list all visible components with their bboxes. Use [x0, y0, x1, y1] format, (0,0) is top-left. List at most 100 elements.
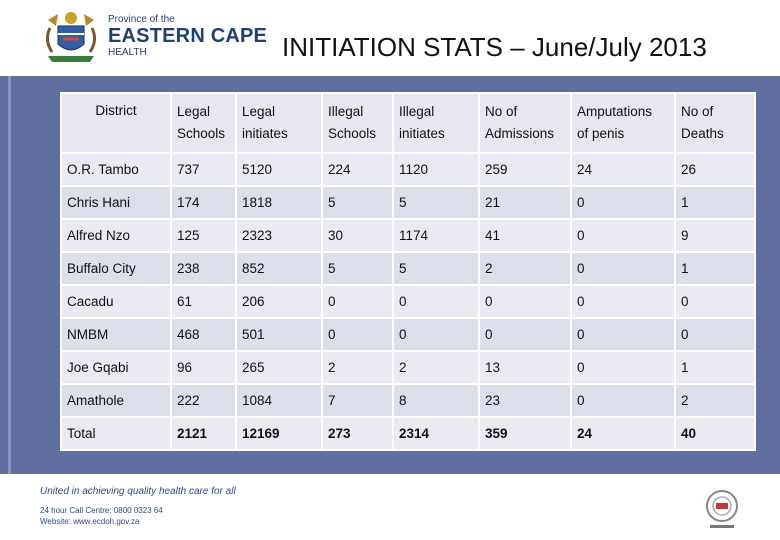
deaths-cell: 0	[674, 317, 756, 352]
column-header-illegal-schools: Illegal Schools	[321, 92, 394, 154]
logo-health: HEALTH	[108, 47, 147, 58]
illegal-schools-cell: 5	[321, 185, 394, 220]
district-cell: Alfred Nzo	[60, 218, 172, 253]
amputations-cell: 0	[570, 317, 676, 352]
admissions-cell: 0	[478, 284, 572, 319]
footer: United in achieving quality health care …	[0, 474, 780, 540]
illegal-schools-cell: 5	[321, 251, 394, 286]
table-row: Cacadu 61 206 0 0 0 0 0	[60, 284, 756, 319]
footer-website: Website: www.ecdoh.gov.za	[40, 517, 140, 526]
table-row: NMBM 468 501 0 0 0 0 0	[60, 317, 756, 352]
legal-initiates-cell: 2323	[235, 218, 323, 253]
admissions-cell: 2	[478, 251, 572, 286]
table-row: O.R. Tambo 737 5120 224 1120 259 24 26	[60, 152, 756, 187]
table-row: Joe Gqabi 96 265 2 2 13 0 1	[60, 350, 756, 385]
column-header-legal-initiates: Legal initiates	[235, 92, 323, 154]
district-cell: Buffalo City	[60, 251, 172, 286]
legal-schools-cell: 468	[170, 317, 237, 352]
illegal-schools-cell: 224	[321, 152, 394, 187]
legal-initiates-cell: 1818	[235, 185, 323, 220]
deaths-cell: 1	[674, 350, 756, 385]
deaths-cell: 2	[674, 383, 756, 418]
illegal-initiates-cell: 2314	[392, 416, 480, 451]
brand-logo: Province of the EASTERN CAPE HEALTH	[108, 14, 267, 59]
deaths-cell: 40	[674, 416, 756, 451]
admissions-cell: 359	[478, 416, 572, 451]
amputations-cell: 0	[570, 218, 676, 253]
table-row: Buffalo City 238 852 5 5 2 0 1	[60, 251, 756, 286]
illegal-initiates-cell: 0	[392, 284, 480, 319]
deaths-cell: 9	[674, 218, 756, 253]
column-header-amputations: Amputations of penis	[570, 92, 676, 154]
amputations-cell: 0	[570, 284, 676, 319]
illegal-initiates-cell: 2	[392, 350, 480, 385]
table-total-row: Total 2121 12169 273 2314 359 24 40	[60, 416, 756, 451]
pgdp-logo-icon	[706, 490, 738, 528]
illegal-schools-cell: 7	[321, 383, 394, 418]
admissions-cell: 13	[478, 350, 572, 385]
admissions-cell: 23	[478, 383, 572, 418]
column-header-district: District	[60, 92, 172, 154]
table-row: Amathole 222 1084 7 8 23 0 2	[60, 383, 756, 418]
legal-initiates-cell: 265	[235, 350, 323, 385]
initiation-stats-table: District Legal Schools Legal initiates Ill…	[60, 92, 756, 451]
column-header-illegal-initiates: Illegal initiates	[392, 92, 480, 154]
illegal-schools-cell: 273	[321, 416, 394, 451]
panel-edge-divider	[8, 76, 11, 474]
district-cell: Joe Gqabi	[60, 350, 172, 385]
deaths-cell: 1	[674, 251, 756, 286]
admissions-cell: 0	[478, 317, 572, 352]
legal-schools-cell: 222	[170, 383, 237, 418]
district-cell: Chris Hani	[60, 185, 172, 220]
column-header-admissions: No of Admissions	[478, 92, 572, 154]
logo-province: Province of the	[108, 14, 175, 25]
legal-initiates-cell: 1084	[235, 383, 323, 418]
illegal-schools-cell: 30	[321, 218, 394, 253]
legal-initiates-cell: 12169	[235, 416, 323, 451]
deaths-cell: 1	[674, 185, 756, 220]
illegal-initiates-cell: 1120	[392, 152, 480, 187]
admissions-cell: 41	[478, 218, 572, 253]
illegal-initiates-cell: 0	[392, 317, 480, 352]
illegal-initiates-cell: 5	[392, 185, 480, 220]
amputations-cell: 0	[570, 185, 676, 220]
table-row: Alfred Nzo 125 2323 30 1174 41 0 9	[60, 218, 756, 253]
column-header-deaths: No of Deaths	[674, 92, 756, 154]
amputations-cell: 0	[570, 251, 676, 286]
district-cell: Cacadu	[60, 284, 172, 319]
district-cell: O.R. Tambo	[60, 152, 172, 187]
legal-schools-cell: 737	[170, 152, 237, 187]
illegal-schools-cell: 2	[321, 350, 394, 385]
header: Province of the EASTERN CAPE HEALTH INIT…	[0, 0, 780, 76]
legal-schools-cell: 61	[170, 284, 237, 319]
table-row: Chris Hani 174 1818 5 5 21 0 1	[60, 185, 756, 220]
coat-of-arms-icon	[45, 12, 97, 62]
district-cell: Total	[60, 416, 172, 451]
amputations-cell: 24	[570, 416, 676, 451]
page-title: INITIATION STATS – June/July 2013	[282, 32, 707, 62]
legal-initiates-cell: 5120	[235, 152, 323, 187]
district-cell: NMBM	[60, 317, 172, 352]
legal-schools-cell: 2121	[170, 416, 237, 451]
illegal-initiates-cell: 8	[392, 383, 480, 418]
admissions-cell: 259	[478, 152, 572, 187]
legal-initiates-cell: 206	[235, 284, 323, 319]
legal-schools-cell: 174	[170, 185, 237, 220]
legal-initiates-cell: 852	[235, 251, 323, 286]
illegal-initiates-cell: 1174	[392, 218, 480, 253]
table-header-row: District Legal Schools Legal initiates Ill…	[60, 92, 756, 154]
footer-call-centre: 24 hour Call Centre: 0800 0323 64	[40, 506, 163, 515]
amputations-cell: 0	[570, 383, 676, 418]
deaths-cell: 0	[674, 284, 756, 319]
amputations-cell: 24	[570, 152, 676, 187]
amputations-cell: 0	[570, 350, 676, 385]
deaths-cell: 26	[674, 152, 756, 187]
illegal-schools-cell: 0	[321, 317, 394, 352]
legal-schools-cell: 238	[170, 251, 237, 286]
legal-schools-cell: 96	[170, 350, 237, 385]
admissions-cell: 21	[478, 185, 572, 220]
logo-eastern-cape: EASTERN CAPE	[108, 25, 268, 47]
legal-initiates-cell: 501	[235, 317, 323, 352]
footer-slogan: United in achieving quality health care …	[40, 486, 236, 497]
legal-schools-cell: 125	[170, 218, 237, 253]
